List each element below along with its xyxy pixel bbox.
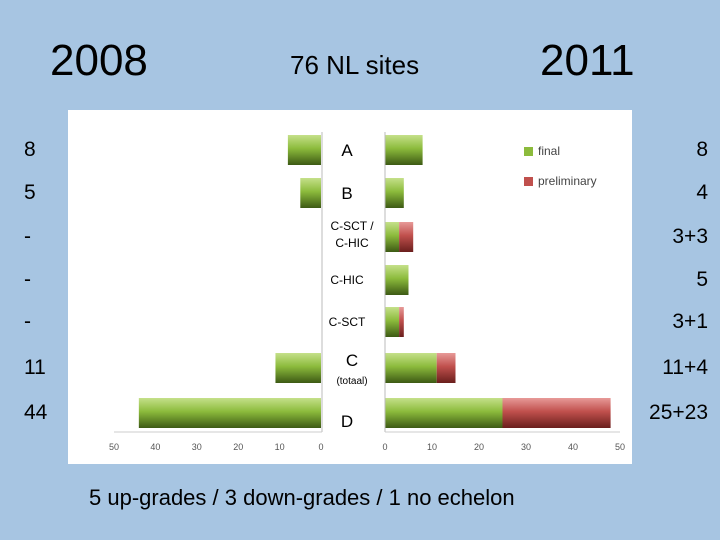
left-count-0: 8 <box>24 138 36 161</box>
year-2011-title: 2011 <box>540 36 635 85</box>
tick-2008-2: 30 <box>192 442 202 452</box>
right-count-3: 5 <box>696 268 708 291</box>
tick-2008-5: 0 <box>318 442 323 452</box>
left-count-6: 44 <box>24 401 48 424</box>
tick-2011-3: 30 <box>521 442 531 452</box>
legend-label-final: final <box>538 144 560 158</box>
left-count-2: - <box>24 225 31 248</box>
bar-2011-final-5 <box>385 353 437 383</box>
bar-2011-final-4 <box>385 307 400 337</box>
right-count-5: 11+4 <box>662 356 708 379</box>
bar-2011-preliminary-4 <box>399 307 404 337</box>
legend-swatch-final <box>524 147 533 156</box>
bar-2011-final-0 <box>385 135 423 165</box>
category-label-6: D <box>341 412 353 431</box>
right-count-4: 3+1 <box>672 310 708 333</box>
butterfly-bar-chart: A B C-SCT / C-HIC C-HIC C-SCT C (totaal) D 50 40 3… <box>68 110 632 464</box>
tick-2008-3: 20 <box>233 442 243 452</box>
tick-2011-4: 40 <box>568 442 578 452</box>
bar-2008-final-6 <box>138 398 321 428</box>
chart-panel: A B C-SCT / C-HIC C-HIC C-SCT C (totaal) D 50 40 3… <box>68 110 632 464</box>
category-label-0: A <box>341 141 353 160</box>
sites-subtitle: 76 NL sites <box>290 50 420 80</box>
bar-2008-final-1 <box>300 178 321 208</box>
bar-2011-final-6 <box>385 398 503 428</box>
bar-2011-preliminary-6 <box>502 398 611 428</box>
category-label-4: C-SCT <box>329 315 366 329</box>
bar-2011-final-1 <box>385 178 404 208</box>
left-count-4: - <box>24 310 31 333</box>
right-count-1: 4 <box>696 181 708 204</box>
category-label-2-line1: C-SCT / <box>330 219 374 233</box>
category-label-2-line2: C-HIC <box>335 236 369 250</box>
tick-2008-1: 40 <box>150 442 160 452</box>
left-count-1: 5 <box>24 181 36 204</box>
legend-swatch-preliminary <box>524 177 533 186</box>
left-count-5: 11 <box>24 356 46 379</box>
bar-2011-final-3 <box>385 265 409 295</box>
category-label-5-line1: C <box>346 351 358 370</box>
tick-2008-4: 10 <box>275 442 285 452</box>
category-label-1: B <box>341 184 352 203</box>
tick-2011-2: 20 <box>474 442 484 452</box>
bar-2011-preliminary-2 <box>399 222 414 252</box>
bar-2008-final-0 <box>287 135 321 165</box>
bar-2011-final-2 <box>385 222 400 252</box>
legend-label-preliminary: preliminary <box>538 174 597 188</box>
left-count-3: - <box>24 268 31 291</box>
category-label-5-line2: (totaal) <box>336 376 367 387</box>
tick-2008-0: 50 <box>109 442 119 452</box>
bar-2008-final-5 <box>275 353 321 383</box>
right-count-2: 3+3 <box>672 225 708 248</box>
footer-note: 5 up-grades / 3 down-grades / 1 no echel… <box>89 485 515 510</box>
tick-2011-5: 50 <box>615 442 625 452</box>
right-count-6: 25+23 <box>649 401 708 424</box>
bar-2011-preliminary-5 <box>436 353 456 383</box>
tick-2011-0: 0 <box>382 442 387 452</box>
right-count-0: 8 <box>696 138 708 161</box>
tick-2011-1: 10 <box>427 442 437 452</box>
year-2008-title: 2008 <box>50 36 148 85</box>
category-label-3: C-HIC <box>330 273 364 287</box>
